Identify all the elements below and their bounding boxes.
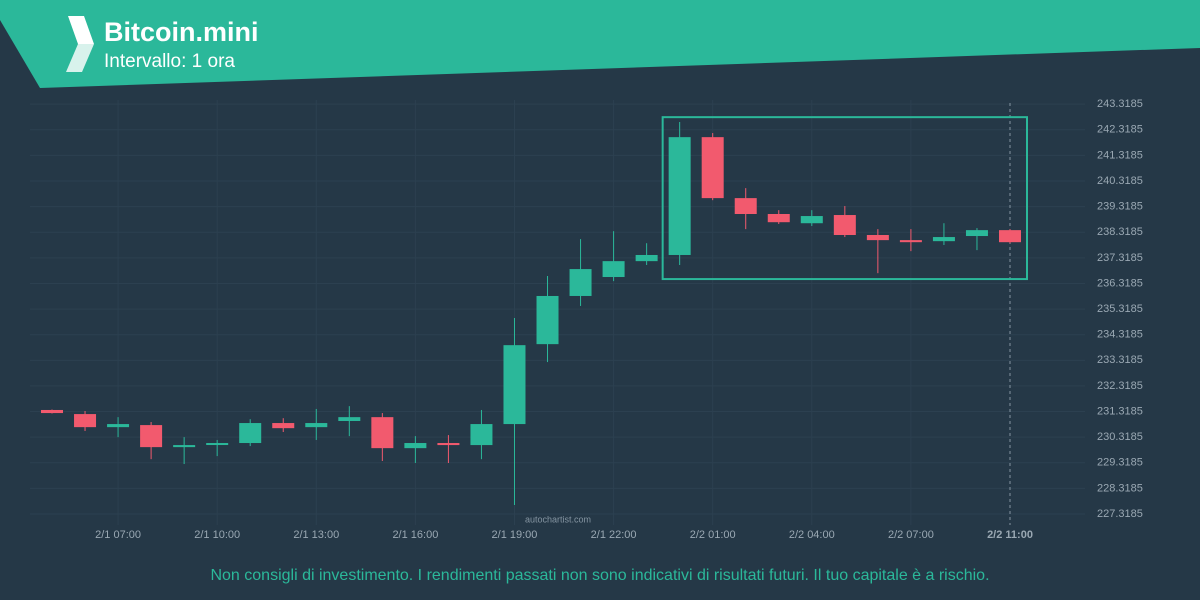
candle-body xyxy=(899,240,922,243)
x-tick-label: 2/1 07:00 xyxy=(95,529,141,541)
x-tick-label: 2/2 11:00 xyxy=(987,529,1033,541)
header-band xyxy=(0,0,1200,88)
candle-body xyxy=(866,235,889,241)
candle-body xyxy=(173,445,196,448)
candle-body xyxy=(734,198,757,214)
candle-body xyxy=(239,423,262,444)
candle-body xyxy=(965,230,988,237)
y-tick-label: 230.3185 xyxy=(1097,431,1143,443)
y-tick-label: 227.3185 xyxy=(1097,508,1143,520)
y-tick-label: 235.3185 xyxy=(1097,303,1143,315)
candle-body xyxy=(569,269,592,296)
x-tick-label: 2/1 19:00 xyxy=(492,529,538,541)
y-tick-label: 241.3185 xyxy=(1097,149,1143,161)
chart-subtitle: Intervallo: 1 ora xyxy=(104,51,235,72)
candle-body xyxy=(800,216,823,224)
candle-body xyxy=(74,414,97,428)
watermark: autochartist.com xyxy=(525,514,591,524)
y-tick-label: 232.3185 xyxy=(1097,380,1143,392)
candle-body xyxy=(470,424,493,446)
candle-body xyxy=(41,409,63,414)
candle-body xyxy=(206,443,229,446)
logo xyxy=(66,16,94,72)
candle-body xyxy=(668,137,691,255)
candle-body xyxy=(536,295,559,345)
candle-body xyxy=(338,417,361,421)
candle-body xyxy=(107,424,130,428)
y-tick-label: 242.3185 xyxy=(1097,124,1143,136)
candle-body xyxy=(371,417,394,449)
y-tick-label: 231.3185 xyxy=(1097,405,1143,417)
x-tick-label: 2/2 04:00 xyxy=(789,529,835,541)
candle-body xyxy=(140,425,163,448)
x-tick-label: 2/2 07:00 xyxy=(888,529,934,541)
y-tick-label: 240.3185 xyxy=(1097,175,1143,187)
candle-body xyxy=(833,215,856,236)
pattern-box xyxy=(661,116,1028,281)
candle-body xyxy=(701,137,724,199)
candle-body xyxy=(272,423,295,429)
y-tick-label: 236.3185 xyxy=(1097,277,1143,289)
candle-body xyxy=(932,237,955,242)
candle-body xyxy=(999,230,1021,243)
x-tick-label: 2/2 01:00 xyxy=(690,529,736,541)
y-tick-label: 243.3185 xyxy=(1097,98,1143,110)
chart-title: Bitcoin.mini xyxy=(104,17,259,47)
candle-body xyxy=(767,213,790,223)
disclaimer: Non consigli di investimento. I rendimen… xyxy=(210,567,989,584)
y-tick-label: 229.3185 xyxy=(1097,457,1143,469)
candle-body xyxy=(305,423,328,428)
y-tick-label: 239.3185 xyxy=(1097,201,1143,213)
x-tick-label: 2/1 10:00 xyxy=(194,529,240,541)
y-tick-label: 234.3185 xyxy=(1097,329,1143,341)
x-tick-label: 2/1 16:00 xyxy=(392,529,438,541)
candle-body xyxy=(404,443,427,449)
candle-body xyxy=(503,345,526,425)
y-tick-label: 233.3185 xyxy=(1097,354,1143,366)
y-tick-label: 237.3185 xyxy=(1097,252,1143,264)
y-tick-label: 238.3185 xyxy=(1097,226,1143,238)
candle-body xyxy=(635,254,658,262)
x-tick-label: 2/1 13:00 xyxy=(293,529,339,541)
candle-body xyxy=(437,443,460,446)
y-tick-label: 228.3185 xyxy=(1097,482,1143,494)
candle-body xyxy=(602,261,625,278)
x-tick-label: 2/1 22:00 xyxy=(591,529,637,541)
